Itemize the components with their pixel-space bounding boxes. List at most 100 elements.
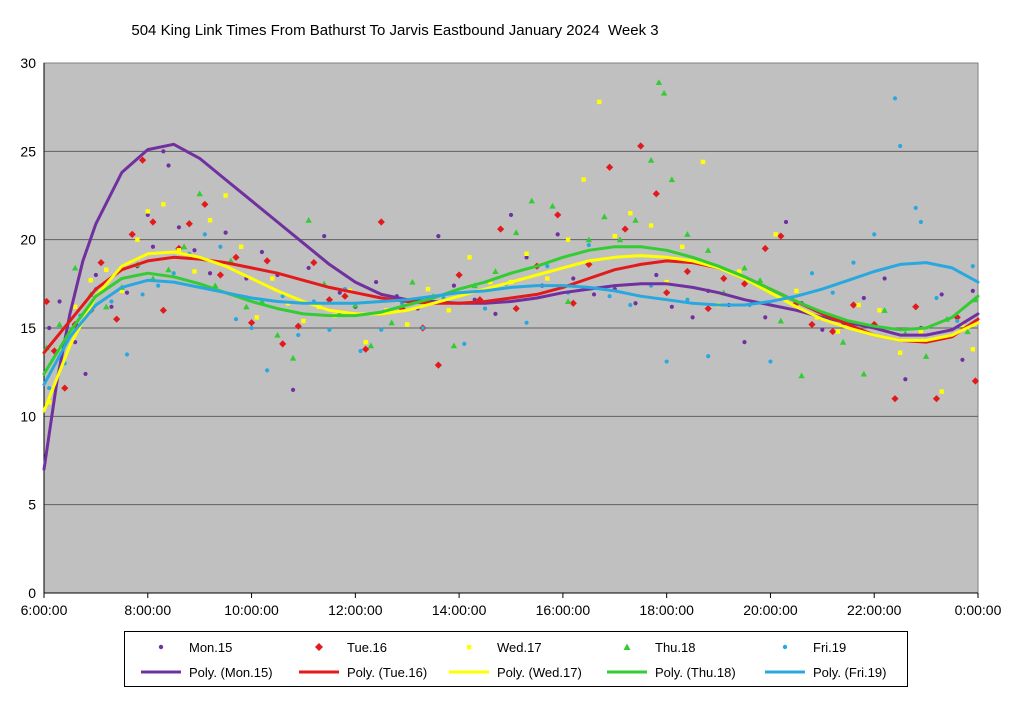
- trendline-thu-18: [42, 245, 980, 376]
- point-wed-17: [680, 244, 685, 249]
- point-tue-16: [247, 319, 256, 327]
- point-thu-18: [512, 229, 520, 236]
- point-wed-17: [467, 255, 472, 260]
- point-wed-17: [223, 193, 228, 198]
- y-tick-label: 30: [20, 55, 36, 71]
- point-mon-15: [861, 295, 866, 301]
- point-wed-17: [737, 269, 742, 274]
- legend-swatch: [761, 638, 813, 656]
- point-thu-18: [704, 247, 712, 253]
- point-tue-16: [61, 384, 69, 392]
- point-thu-18: [881, 307, 888, 313]
- point-tue-16: [554, 211, 562, 219]
- point-tue-16: [497, 225, 505, 233]
- point-tue-16: [97, 259, 105, 267]
- point-wed-17: [254, 315, 259, 320]
- point-tue-16: [663, 289, 671, 297]
- point-thu-18: [647, 156, 655, 163]
- point-wed-17: [918, 329, 924, 334]
- point-fri-19: [265, 368, 270, 373]
- point-mon-15: [903, 377, 908, 382]
- point-thu-18: [660, 89, 668, 96]
- point-tue-16: [185, 220, 193, 228]
- point-mon-15: [161, 149, 166, 154]
- point-mon-15: [493, 311, 498, 316]
- point-tue-16: [605, 163, 614, 171]
- point-fri-19: [280, 294, 285, 299]
- point-mon-15: [47, 325, 52, 331]
- point-mon-15: [306, 265, 311, 271]
- point-thu-18: [243, 303, 250, 310]
- point-thu-18: [56, 321, 63, 328]
- point-fri-19: [607, 294, 612, 299]
- x-tick-label: 10:00:00: [224, 602, 279, 618]
- point-wed-17: [425, 286, 431, 292]
- point-tue-16: [637, 142, 645, 150]
- point-fri-19: [809, 271, 815, 276]
- legend-item-fri-19: Fri.19: [761, 638, 846, 656]
- point-thu-18: [549, 202, 556, 209]
- point-mon-15: [970, 288, 975, 293]
- legend-swatch: [295, 638, 347, 656]
- point-tue-16: [720, 274, 728, 283]
- point-wed-17: [773, 232, 778, 237]
- chart-svg: 0 5 10 15 20 25 30 6:00:00 8:00:00 10:00:00 12:00:…: [20, 55, 1002, 618]
- x-tick-label: 14:00:00: [432, 602, 487, 618]
- point-tue-16: [455, 271, 463, 279]
- point-fri-19: [872, 232, 877, 237]
- legend-item-trend-fri-19: Poly. (Fri.19): [761, 663, 886, 681]
- point-wed-17: [970, 347, 976, 352]
- point-wed-17: [446, 308, 451, 313]
- point-wed-17: [897, 350, 903, 355]
- point-mon-15: [783, 219, 789, 225]
- point-tue-16: [279, 340, 287, 348]
- point-tue-16: [294, 322, 302, 330]
- legend-item-trend-tue-16: Poly. (Tue.16): [295, 663, 427, 681]
- point-fri-19: [586, 242, 591, 248]
- point-wed-17: [238, 244, 244, 249]
- point-mon-15: [436, 234, 441, 239]
- legend-label: Tue.16: [347, 639, 387, 655]
- point-mon-15: [591, 292, 597, 297]
- point-thu-18: [798, 372, 805, 379]
- point-wed-17: [545, 276, 550, 281]
- point-mon-15: [451, 283, 457, 288]
- point-tue-16: [953, 313, 961, 321]
- point-thu-18: [655, 79, 663, 85]
- legend-swatch: [295, 663, 347, 681]
- point-mon-15: [192, 248, 197, 253]
- point-mon-15: [322, 234, 327, 239]
- point-mon-15: [654, 272, 659, 278]
- point-thu-18: [668, 176, 676, 183]
- point-fri-19: [379, 327, 384, 332]
- point-tue-16: [434, 361, 442, 369]
- point-tue-16: [216, 271, 225, 279]
- point-tue-16: [325, 296, 333, 304]
- legend-swatch: [137, 638, 189, 656]
- point-fri-19: [918, 219, 924, 225]
- point-tue-16: [808, 320, 816, 329]
- point-thu-18: [684, 231, 691, 237]
- legend-item-tue-16: Tue.16: [295, 638, 387, 656]
- point-wed-17: [192, 269, 197, 274]
- point-tue-16: [201, 200, 209, 208]
- x-tick-label: 0:00:00: [955, 602, 1002, 618]
- legend-swatch: [445, 638, 497, 656]
- point-fri-19: [249, 325, 254, 331]
- point-wed-17: [835, 329, 841, 334]
- point-wed-17: [565, 237, 571, 242]
- point-wed-17: [207, 218, 213, 223]
- legend-item-trend-thu-18: Poly. (Thu.18): [603, 663, 736, 681]
- point-fri-19: [358, 348, 363, 354]
- point-thu-18: [388, 319, 395, 326]
- point-thu-18: [274, 331, 281, 338]
- point-wed-17: [46, 400, 52, 405]
- legend-swatch: [761, 663, 813, 681]
- point-tue-16: [138, 156, 147, 164]
- point-thu-18: [922, 353, 930, 359]
- point-mon-15: [145, 212, 150, 218]
- y-tick-label: 15: [20, 320, 36, 336]
- legend-item-thu-18: Thu.18: [603, 638, 695, 656]
- point-mon-15: [73, 340, 78, 345]
- point-mon-15: [109, 304, 114, 309]
